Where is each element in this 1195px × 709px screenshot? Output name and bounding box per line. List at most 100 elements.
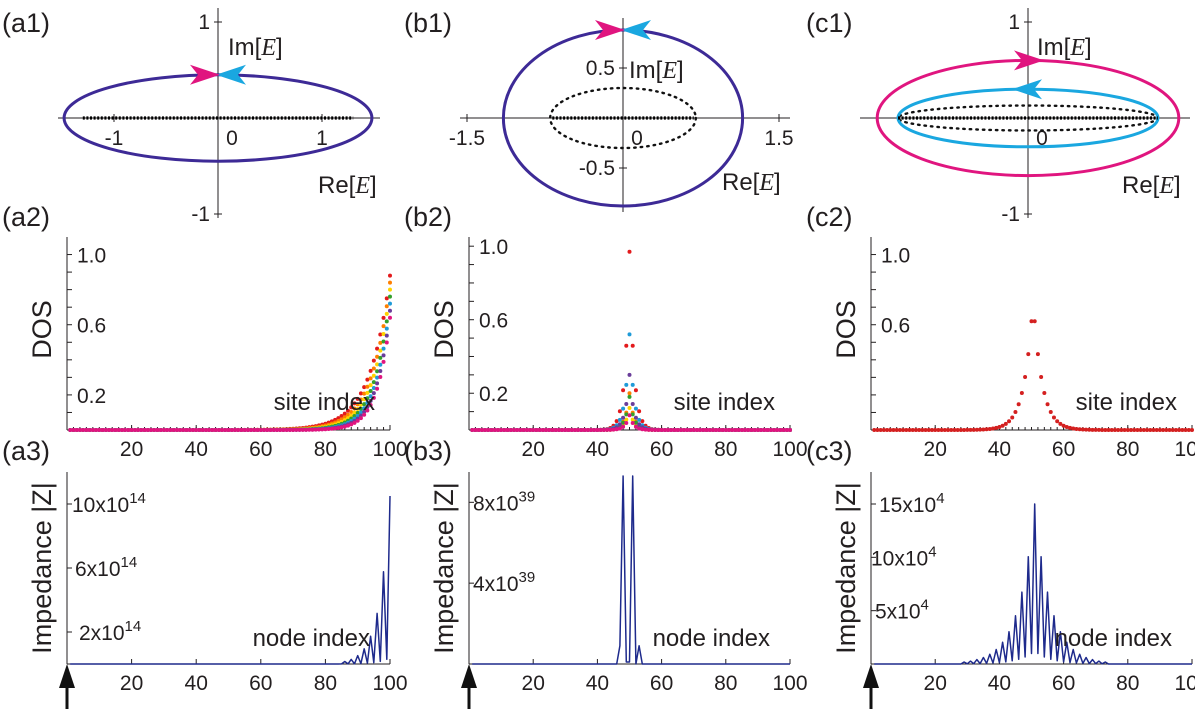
dos-point (1100, 427, 1105, 432)
dos-point (139, 428, 144, 432)
dos-point (384, 319, 389, 324)
x-tick-label: 20 (924, 438, 947, 461)
dos-point (168, 428, 173, 432)
dos-point (630, 343, 635, 348)
dos-point (470, 428, 475, 432)
dos-point (371, 358, 376, 363)
dos-point (627, 391, 632, 396)
dos-point (637, 422, 642, 427)
dos-point (1029, 319, 1034, 324)
dos-point (521, 428, 526, 432)
dos-point (271, 427, 276, 432)
dos-point (682, 427, 687, 432)
dos-point (368, 402, 373, 407)
dos-point (643, 427, 648, 432)
dos-point (352, 414, 357, 419)
dos-point (342, 415, 347, 420)
dos-point (746, 428, 751, 432)
dos-point (349, 422, 354, 427)
dos-point (1061, 423, 1066, 428)
dos-point (378, 362, 383, 367)
dos-point (358, 397, 363, 402)
dos-point (375, 369, 380, 374)
dos-point (258, 427, 263, 432)
dos-point (550, 428, 555, 432)
dos-point (617, 422, 622, 427)
dos-point (1039, 375, 1044, 380)
direction-arrow-magenta (190, 64, 220, 85)
dos-point (585, 427, 590, 432)
dos-point (362, 397, 367, 402)
dotted-loop (549, 86, 698, 150)
direction-arrow-magenta (1014, 50, 1044, 71)
dos-point (207, 427, 212, 432)
dos-point (624, 382, 629, 387)
y-tick-label: 8x1039 (473, 488, 535, 515)
dos-point (378, 340, 383, 345)
dos-point (274, 427, 279, 432)
dos-point (656, 427, 661, 432)
dos-point (287, 427, 292, 432)
y-tick-label: -1 (191, 203, 210, 226)
dos-point (698, 428, 703, 432)
dos-point (633, 388, 638, 393)
dos-point (588, 427, 593, 432)
dos-point (994, 425, 999, 430)
x-tick-label: -1 (105, 127, 124, 150)
dos-point (358, 416, 363, 421)
dos-point (579, 427, 584, 432)
dos-point (84, 428, 89, 432)
dos-point (489, 428, 494, 432)
dos-point (646, 427, 651, 432)
dos-point (544, 428, 549, 432)
impedance-panel-a3: (a3) 10x1014 6x1014 2x1014 20 40 60 80 100 Impeda… (2, 436, 408, 709)
dos-point (691, 428, 696, 432)
dos-point (688, 428, 693, 432)
dos-point (145, 428, 150, 432)
dos-point (627, 249, 632, 254)
dos-point (627, 413, 632, 418)
dos-point (605, 427, 610, 432)
dos-point (81, 428, 86, 432)
dos-point (476, 428, 481, 432)
dos-point (368, 394, 373, 399)
dos-point (499, 428, 504, 432)
dos-point (281, 427, 286, 432)
dos-point (384, 340, 389, 345)
dos-point (473, 428, 478, 432)
x-tick-label: 60 (1052, 672, 1075, 695)
dos-point (355, 396, 360, 401)
x-tick-label: 100 (772, 438, 807, 461)
dos-point (743, 428, 748, 432)
dos-point (527, 428, 532, 432)
dos-point (727, 428, 732, 432)
x-tick-label: 60 (249, 672, 272, 695)
im-axis-label: Im[E] (629, 57, 684, 84)
dos-point (100, 428, 105, 432)
y-tick-label: 4x1039 (473, 569, 535, 596)
dos-point (371, 385, 376, 390)
dos-point (627, 372, 632, 377)
dos-point (220, 427, 225, 432)
dos-point (152, 428, 157, 432)
dos-point (349, 413, 354, 418)
dos-point (1045, 402, 1050, 407)
dos-point (184, 427, 189, 432)
dos-point (990, 426, 995, 431)
dos-point (627, 394, 632, 399)
input-port-arrow-icon (59, 664, 75, 688)
dos-point (388, 301, 392, 306)
dos-point (129, 428, 134, 432)
dos-point (71, 428, 76, 432)
dos-point (540, 428, 545, 432)
y-tick-label: 0.6 (479, 310, 508, 333)
dos-point (375, 386, 380, 391)
dos-point (333, 426, 338, 431)
dos-point (759, 428, 764, 432)
dos-point (203, 427, 208, 432)
dos-point (87, 428, 92, 432)
dos-point (378, 355, 383, 360)
dos-point (381, 359, 386, 364)
dos-point (388, 280, 392, 285)
x-tick-label: 20 (522, 438, 545, 461)
